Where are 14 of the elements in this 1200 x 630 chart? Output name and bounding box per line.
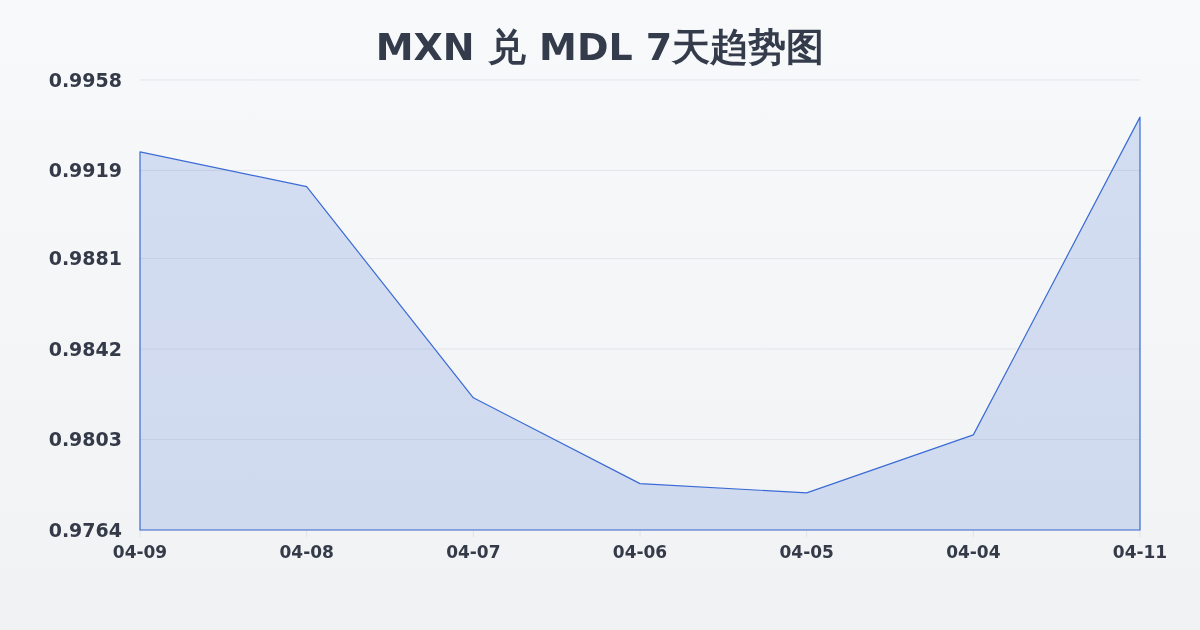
y-tick-label: 0.9764: [48, 518, 122, 541]
y-tick-label: 0.9803: [48, 428, 122, 451]
y-tick-label: 0.9842: [48, 337, 122, 360]
x-tick-label: 04-09: [112, 542, 168, 562]
x-tick-label: 04-05: [779, 542, 834, 562]
x-tick-label: 04-04: [946, 542, 1001, 562]
y-tick-label: 0.9919: [48, 159, 122, 182]
x-tick-label: 04-07: [446, 542, 501, 562]
x-tick-label: 04-06: [612, 542, 668, 562]
y-tick-label: 0.9881: [48, 247, 122, 270]
x-tick-label: 04-11: [1112, 542, 1168, 562]
y-tick-label: 0.9958: [48, 68, 122, 91]
chart-title: MXN 兑 MDL 7天趋势图: [375, 25, 825, 69]
x-tick-label: 04-08: [279, 542, 334, 562]
